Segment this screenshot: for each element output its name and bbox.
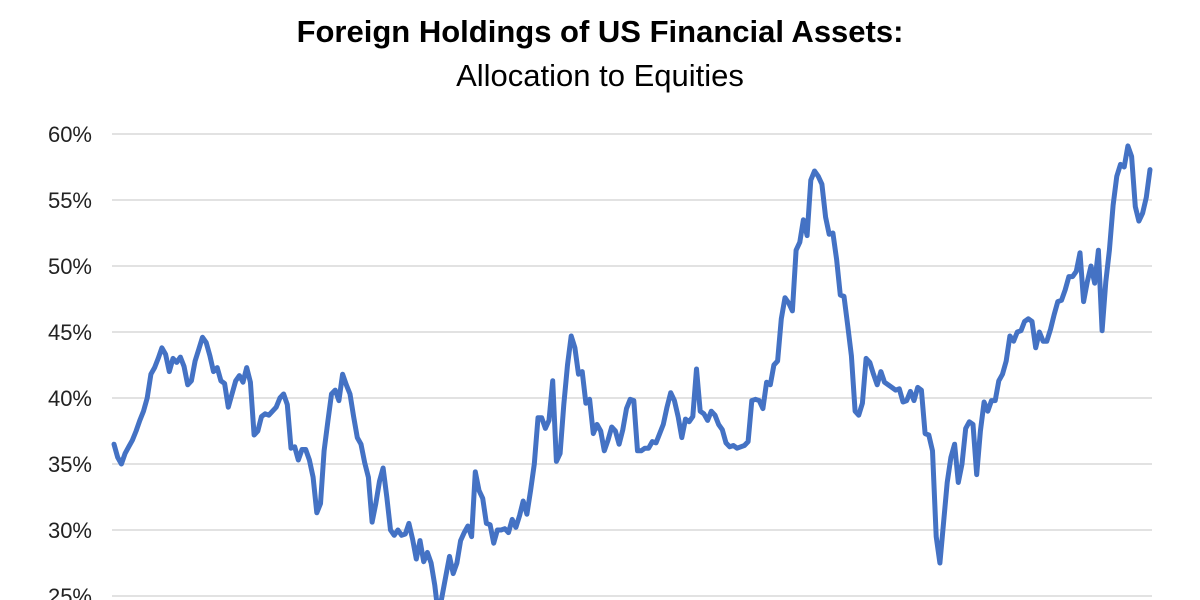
y-tick-label: 55% <box>48 188 92 213</box>
y-tick-label: 25% <box>48 584 92 600</box>
chart-subtitle: Allocation to Equities <box>456 58 744 93</box>
y-tick-label: 35% <box>48 452 92 477</box>
y-tick-label: 30% <box>48 518 92 543</box>
y-tick-label: 60% <box>48 122 92 147</box>
series-layer <box>111 143 1153 600</box>
gridlines <box>112 133 1152 597</box>
y-tick-label: 50% <box>48 254 92 279</box>
chart-title: Foreign Holdings of US Financial Assets: <box>296 14 904 49</box>
series-line-0 <box>111 143 1153 600</box>
y-tick-label: 40% <box>48 386 92 411</box>
y-axis-tick-labels: 60% 55% 50% 45% 40% 35% 30% 25% <box>48 122 92 600</box>
y-tick-label: 45% <box>48 320 92 345</box>
